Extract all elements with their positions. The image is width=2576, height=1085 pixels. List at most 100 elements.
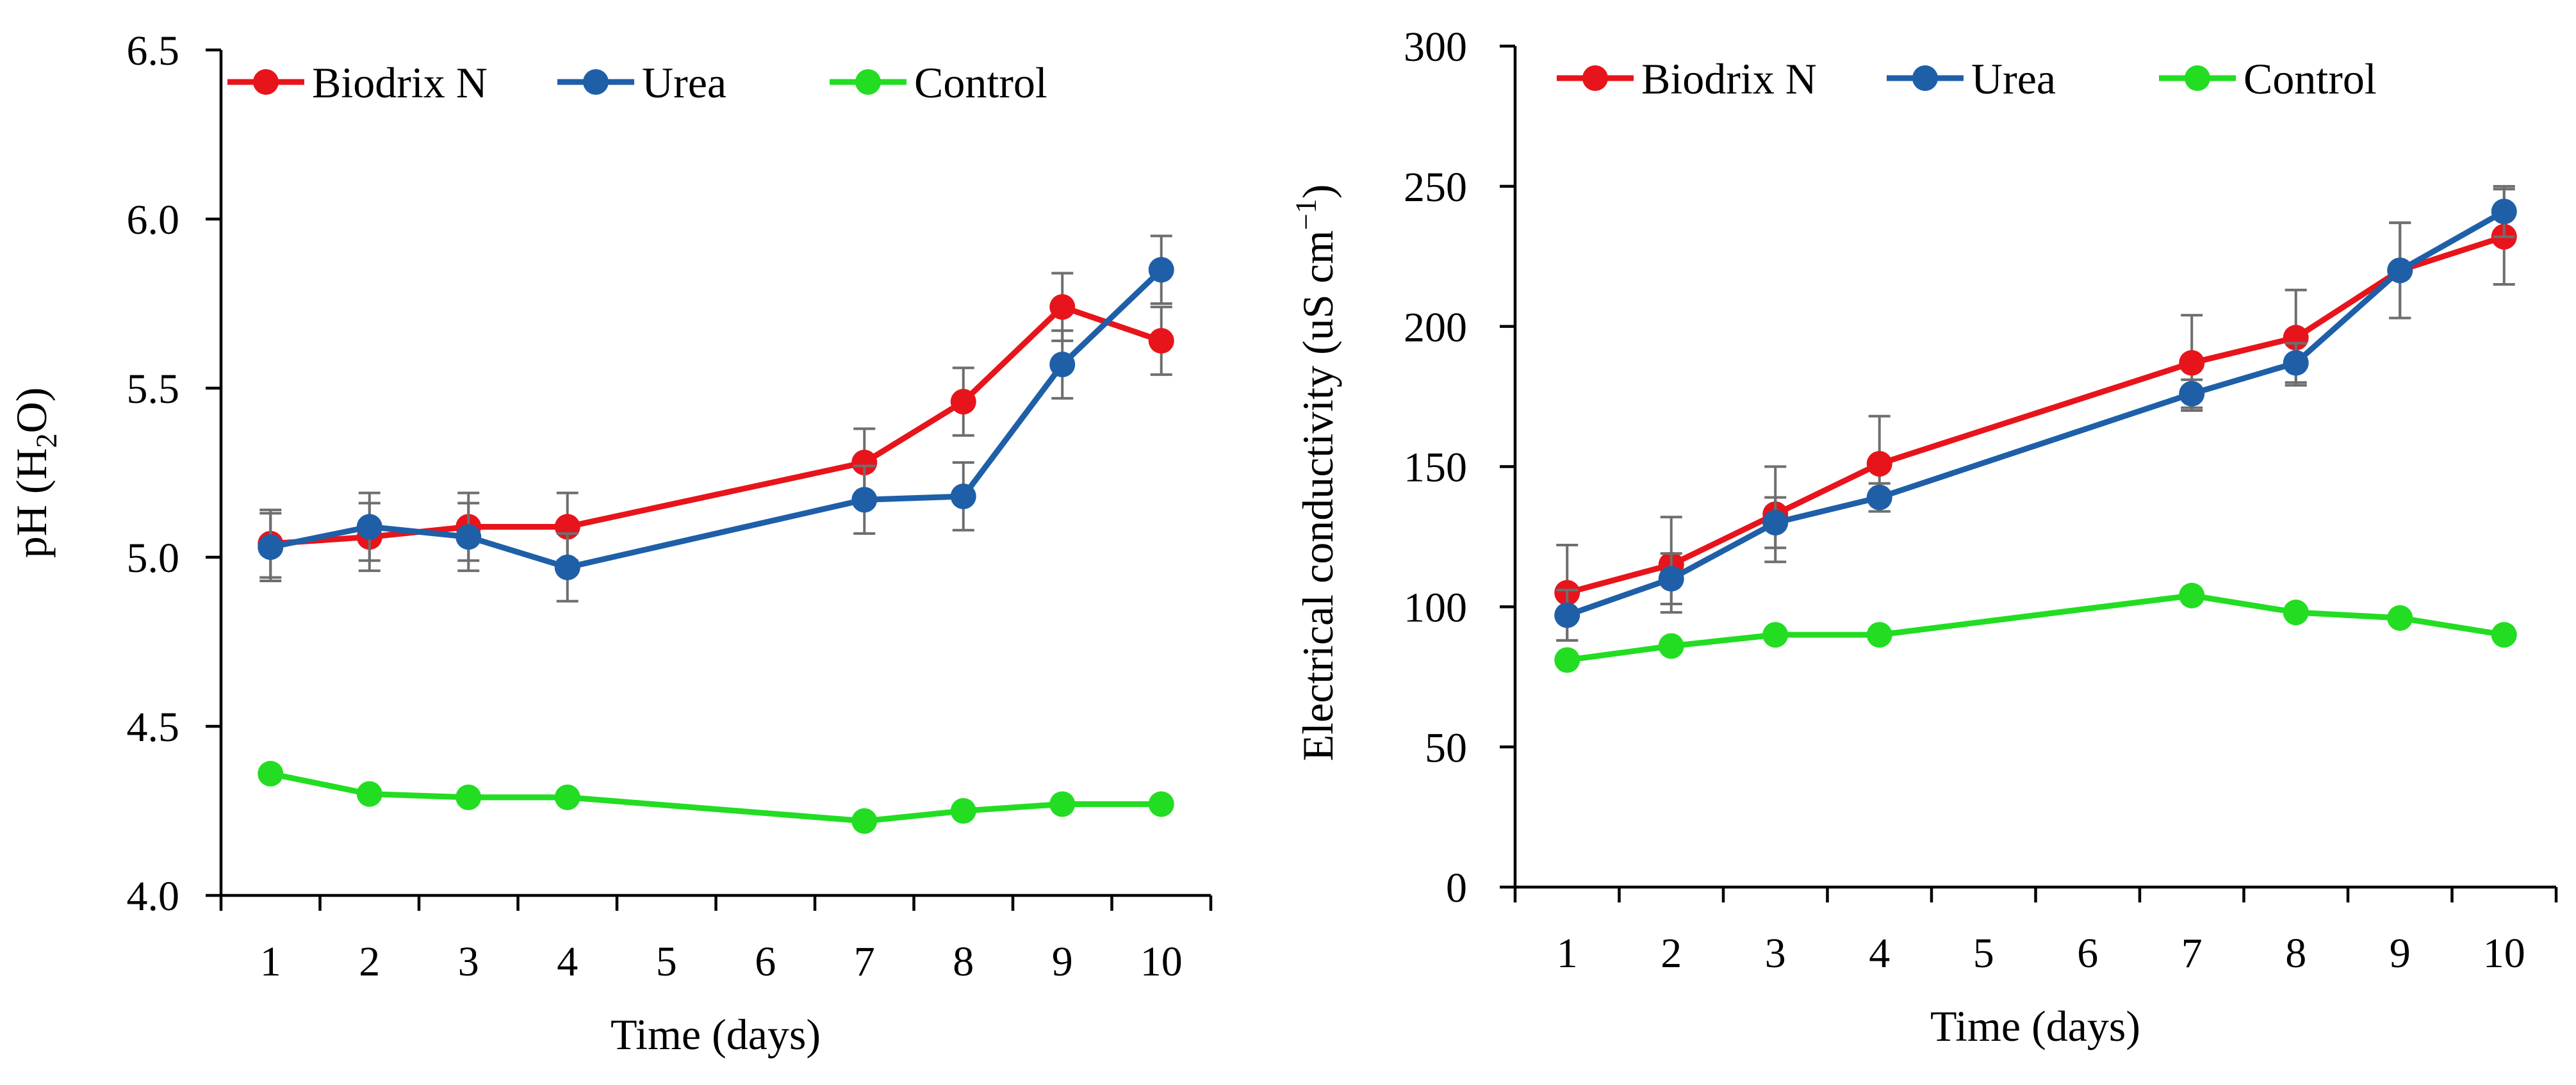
y-tick-label: 100 <box>1404 584 1467 631</box>
data-point-control <box>1554 647 1580 673</box>
data-point-urea <box>258 534 284 560</box>
y-tick-label: 5.5 <box>127 366 180 412</box>
data-point-urea <box>950 483 976 509</box>
data-point-control <box>1762 622 1789 648</box>
x-tick-label: 9 <box>1052 938 1073 985</box>
ph-chart: 4.0 4.5 5.0 5.5 6.0 6.5 1 2 3 4 5 6 7 8 9 10 Time (days)… <box>7 28 1213 1059</box>
series-line-urea <box>465 534 571 571</box>
data-point-biodrix-n <box>1049 294 1076 320</box>
series-urea <box>1554 184 2517 642</box>
data-point-control <box>258 760 284 787</box>
x-tick-label: 1 <box>260 938 281 985</box>
series-line-control <box>861 808 967 824</box>
data-point-urea <box>1762 510 1789 536</box>
legend-label: Control <box>2244 54 2377 103</box>
ec-chart: 0 50 100 150 200 250 300 1 2 3 4 5 6 7 8 9 10 Time (days)… <box>1290 24 2558 1050</box>
series-line-urea <box>1564 576 1675 618</box>
series-line-control <box>2397 615 2507 638</box>
legend-label: Urea <box>642 58 726 107</box>
legend-swatch-marker <box>855 69 881 95</box>
series-biodrix-n <box>1554 188 2517 642</box>
data-point-control <box>2491 622 2517 648</box>
series-line-urea <box>960 361 1065 500</box>
data-point-control <box>2283 600 2309 626</box>
x-tick-label: 6 <box>755 938 776 985</box>
series-line-control <box>2188 592 2299 616</box>
data-point-urea <box>1554 602 1580 628</box>
legend-item-urea: Urea <box>557 58 726 107</box>
series-line-urea <box>861 493 967 503</box>
data-point-urea <box>455 524 482 550</box>
data-point-control <box>1658 633 1684 659</box>
x-tick-label: 8 <box>953 938 974 985</box>
legend-item-biodrix-n: Biodrix N <box>227 58 488 107</box>
series-line-urea <box>1772 494 1883 526</box>
series-line-biodrix-n <box>564 459 867 530</box>
series-line-control <box>2293 609 2403 621</box>
legend-item-control: Control <box>2159 54 2377 103</box>
data-point-urea <box>2491 199 2517 225</box>
data-point-control <box>1049 791 1076 817</box>
x-tick-label: 7 <box>2181 930 2203 977</box>
series-line-biodrix-n <box>1564 562 1675 596</box>
data-point-control <box>554 784 580 810</box>
legend-label: Biodrix N <box>312 58 488 107</box>
legend-swatch-marker <box>583 69 609 95</box>
series-line-biodrix-n <box>861 398 967 466</box>
x-tick-label: 10 <box>1140 938 1183 985</box>
y-tick-label: 50 <box>1425 724 1467 771</box>
legend-item-control: Control <box>830 58 1047 107</box>
legend-swatch-marker <box>2185 65 2210 91</box>
data-point-urea <box>1866 484 1892 510</box>
legend-item-urea: Urea <box>1887 54 2056 103</box>
data-point-biodrix-n <box>2179 350 2205 376</box>
x-axis-label: Time (days) <box>611 1010 821 1059</box>
series-line-urea <box>1876 391 2195 501</box>
data-point-control <box>950 798 976 824</box>
y-tick-label: 250 <box>1404 164 1467 211</box>
legend-swatch-marker <box>253 69 279 95</box>
x-tick-label: 2 <box>359 938 380 985</box>
x-tick-label: 10 <box>2483 930 2525 977</box>
x-tick-label: 9 <box>2390 930 2411 977</box>
series-line-biodrix-n <box>960 304 1065 405</box>
y-tick-label: 300 <box>1404 24 1467 70</box>
y-tick-label: 6.0 <box>127 197 180 243</box>
y-tick-label: 6.5 <box>127 28 180 74</box>
series-line-biodrix-n <box>2293 267 2403 341</box>
y-tick-label: 0 <box>1446 865 1467 911</box>
y-tick-label: 4.0 <box>127 873 180 920</box>
data-point-control <box>2387 605 2413 631</box>
x-tick-label: 8 <box>2285 930 2306 977</box>
x-tick-label: 3 <box>458 938 479 985</box>
series-line-urea <box>1059 266 1165 368</box>
series-line-biodrix-n <box>1668 511 1778 568</box>
legend-label: Control <box>914 58 1047 107</box>
y-tick-label: 5.0 <box>127 535 180 582</box>
series-line-urea <box>564 496 867 571</box>
legend-label: Urea <box>1971 54 2056 103</box>
data-point-urea <box>851 487 878 513</box>
series-line-urea <box>1668 519 1778 582</box>
series-line-control <box>1668 632 1778 649</box>
series-control <box>258 760 1174 834</box>
legend-item-biodrix-n: Biodrix N <box>1557 54 1817 103</box>
series-urea <box>258 234 1174 603</box>
series-line-control <box>564 794 867 824</box>
series-line-control <box>267 771 373 797</box>
legend-swatch-marker <box>1912 65 1938 91</box>
y-tick-label: 4.5 <box>127 704 180 751</box>
legend: Biodrix N Urea Control <box>1557 54 2377 103</box>
data-point-urea <box>2387 257 2413 284</box>
x-tick-label: 5 <box>656 938 677 985</box>
series-control <box>1554 582 2517 673</box>
x-tick-label: 2 <box>1661 930 1682 977</box>
legend-swatch-marker <box>1582 65 1608 91</box>
data-point-urea <box>1049 352 1076 378</box>
series-line-urea <box>2293 267 2403 366</box>
x-tick-label: 7 <box>854 938 875 985</box>
x-tick-label: 1 <box>1557 930 1578 977</box>
x-tick-label: 5 <box>1973 930 1994 977</box>
legend: Biodrix N Urea Control <box>227 58 1047 107</box>
